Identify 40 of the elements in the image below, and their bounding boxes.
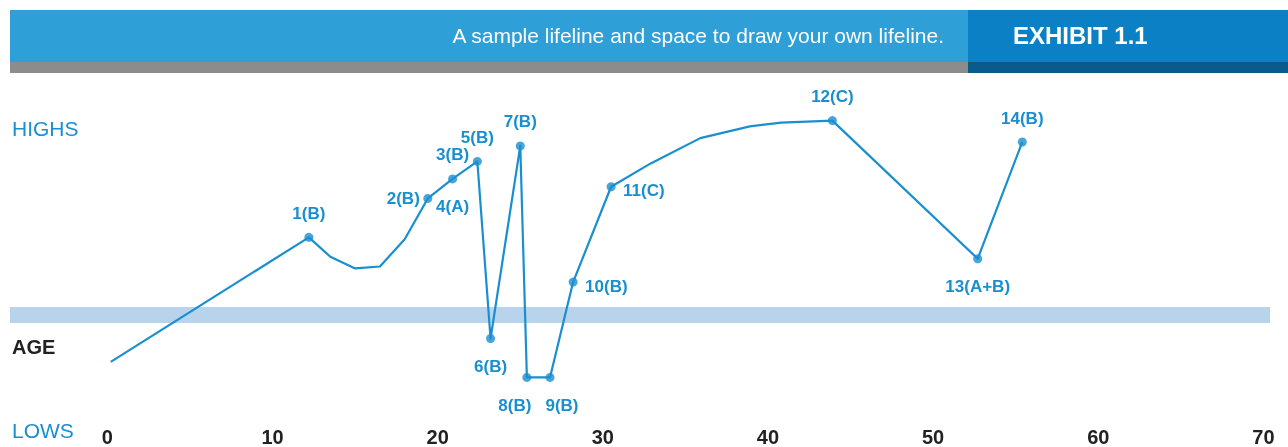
point: [1017, 137, 1027, 147]
text: LOWS: [12, 419, 74, 442]
annotation: 2(B): [386, 188, 420, 208]
annotation: 14(B): [1001, 108, 1044, 128]
point: [545, 372, 555, 382]
annotation: 11(C): [623, 181, 665, 201]
annotation: 1(B): [292, 203, 326, 223]
point: [472, 156, 482, 166]
annotation: 3(B): [436, 145, 470, 165]
annotation: 5(B): [460, 127, 494, 147]
chart-subtitle: EXHIBIT 1.1: [1013, 22, 1148, 50]
point: [423, 193, 433, 203]
x-tick-label: 40: [756, 426, 780, 447]
point: [486, 334, 496, 343]
point: [515, 141, 525, 151]
x-tick-label: 70: [1252, 426, 1275, 447]
annotation: 10(B): [585, 276, 628, 296]
point: [827, 116, 837, 126]
annotation: 7(B): [503, 112, 537, 132]
annotation: 4(A): [436, 197, 470, 217]
annotation: 8(B): [498, 395, 532, 415]
point: [522, 372, 532, 382]
point: [304, 232, 314, 242]
point: [973, 254, 983, 264]
annotation: 9(B): [545, 395, 579, 415]
annotation: 6(B): [474, 357, 508, 376]
x-axis-title: AGE: [12, 336, 56, 359]
annotation: 12(C): [811, 87, 854, 107]
chart-title: A sample lifeline and space to draw your own lifeline.: [452, 24, 944, 48]
x-tick-label: 10: [261, 426, 284, 447]
x-tick-label: 0: [101, 426, 113, 447]
x-tick-label: 20: [426, 426, 449, 447]
point: [568, 277, 578, 287]
annotation: HIGHS: [12, 117, 79, 140]
point: [606, 182, 616, 192]
x-tick-label: 60: [1087, 426, 1110, 447]
x-tick-label: 30: [591, 426, 614, 447]
x-tick-label: 50: [921, 426, 945, 447]
point: [448, 174, 458, 184]
annotation: 13(A+B): [945, 277, 1011, 297]
